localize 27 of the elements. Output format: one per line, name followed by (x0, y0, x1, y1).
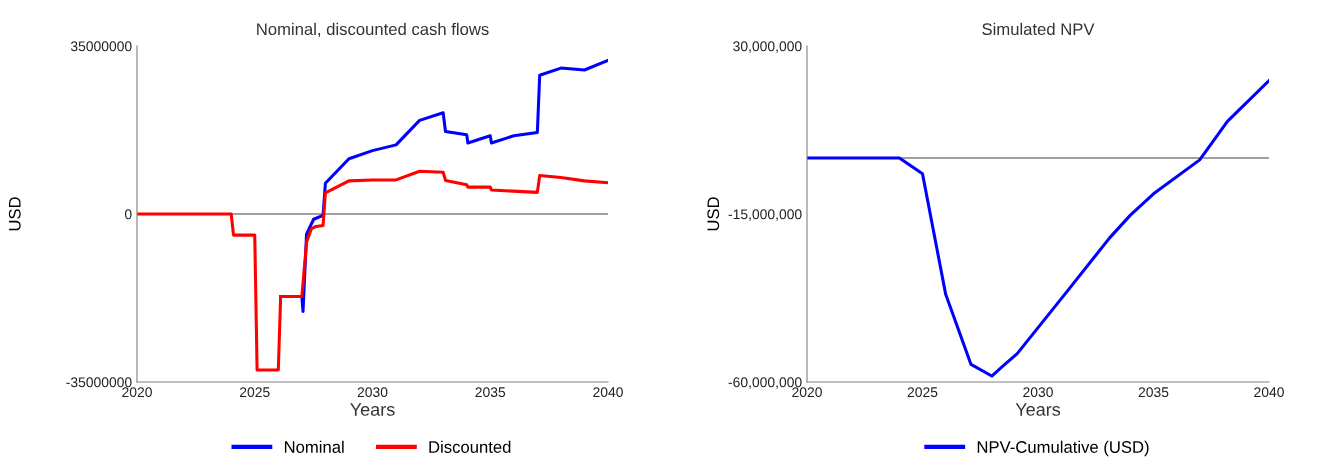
y-tick-label: 30,000,000 (733, 41, 802, 53)
x-tick-label: 2020 (122, 387, 152, 398)
y-tick-label: -15,000,000 (728, 209, 802, 221)
y-axis-title: USD (707, 197, 720, 231)
x-tick-label: 2040 (593, 387, 623, 398)
legend-label: Discounted (429, 440, 511, 453)
y-axis-title: USD (8, 197, 21, 231)
x-tick-label: 2030 (1023, 387, 1053, 398)
x-axis-title: Years (1015, 403, 1061, 416)
x-tick-label: 2035 (475, 387, 506, 398)
y-tick-label: 0 (124, 209, 132, 220)
chart-title: Nominal, discounted cash flows (257, 22, 489, 38)
line-series (137, 169, 608, 372)
x-tick-label: 2040 (1254, 387, 1284, 398)
legend-label: NPV-Cumulative (USD) (977, 440, 1149, 457)
y-tick-label: -35000000 (66, 377, 132, 388)
y-tick-label: -60,000,000 (728, 377, 802, 389)
y-tick-label: 35000000 (70, 41, 132, 52)
x-tick-label: 2030 (357, 387, 388, 398)
line-series (807, 79, 1269, 378)
x-axis-title: Years (350, 403, 395, 416)
chart-title: Simulated NPV (982, 22, 1095, 36)
legend-label: Nominal (284, 440, 344, 453)
x-tick-label: 2025 (240, 387, 270, 398)
x-tick-label: 2035 (1138, 387, 1169, 398)
x-tick-label: 2020 (792, 387, 822, 398)
x-tick-label: 2025 (907, 387, 938, 398)
